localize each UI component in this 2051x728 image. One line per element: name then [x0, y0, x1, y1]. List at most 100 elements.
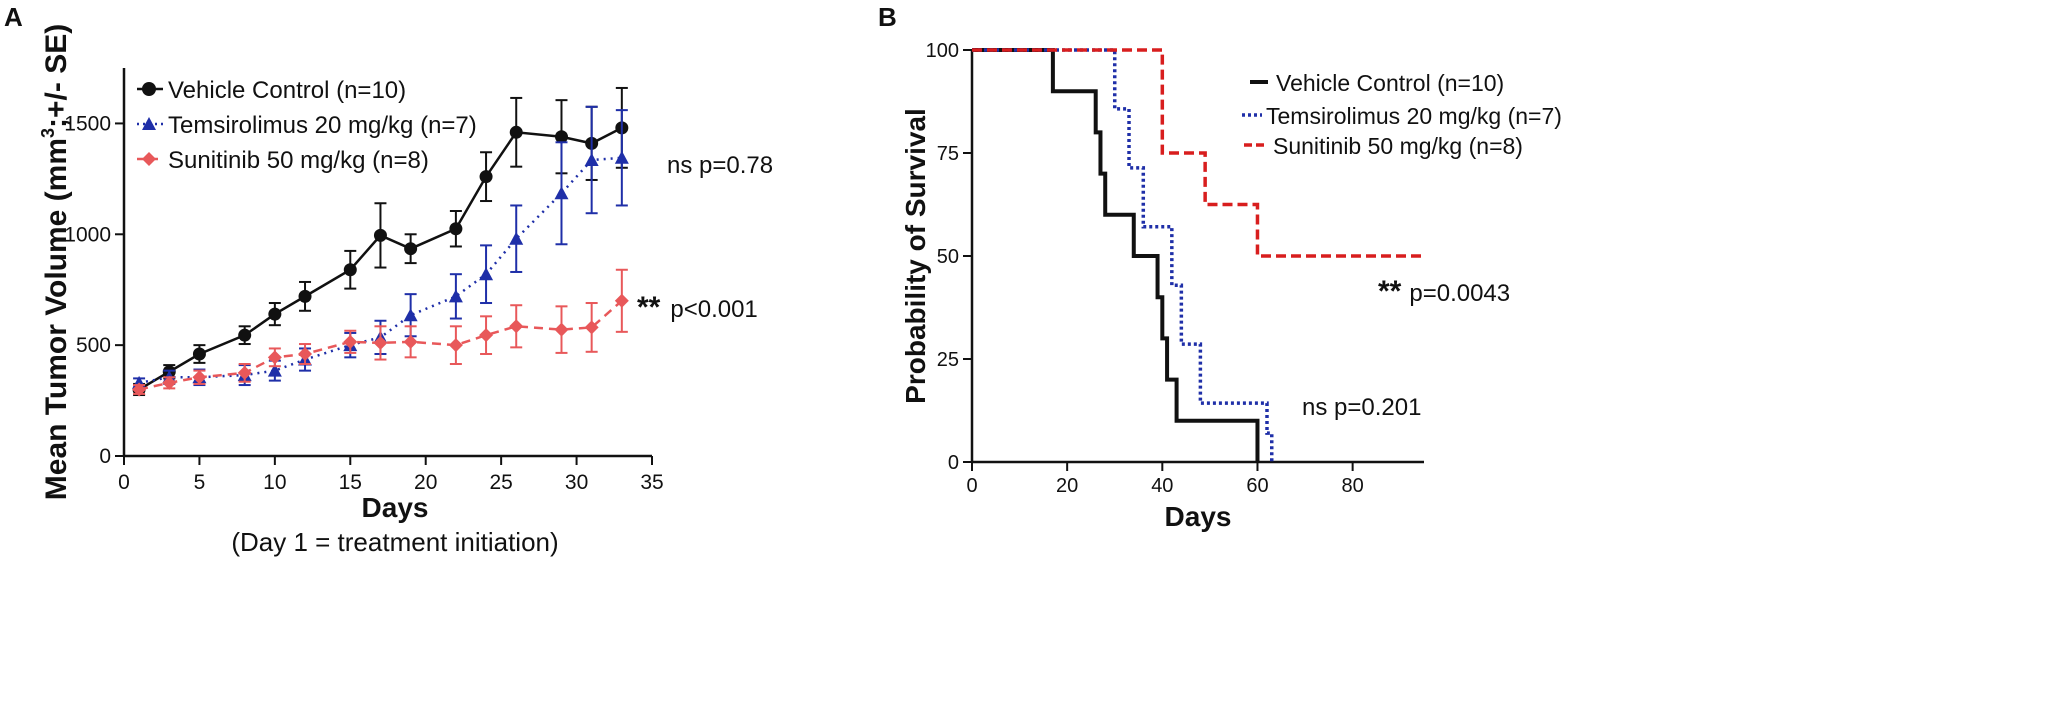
panel-b-annotation-stars: **: [1378, 275, 1402, 308]
legend-b-label-vehicle: Vehicle Control (n=10): [1276, 70, 1504, 96]
panel-a-x-tick-label: 0: [118, 471, 130, 494]
panel-b-x-label: Days: [1165, 501, 1232, 532]
survival-curve-temsirolimus[interactable]: [972, 48, 1274, 462]
panel-a-x-ticks: 0 5 10 15 20 25 30 35: [118, 456, 664, 494]
panel-b-x-tick-label: 20: [1056, 475, 1078, 497]
panel-b-y-tick-label: 75: [937, 143, 959, 165]
panel-a-x-label: Days: [362, 492, 429, 523]
point-vehicle[interactable]: [449, 222, 463, 236]
panel-b-annotation-sig-text: p=0.0043: [1409, 280, 1510, 307]
panel-b-y-tick-label: 25: [937, 349, 959, 371]
point-sunitinib[interactable]: [192, 370, 207, 385]
survival-curve-sunitinib[interactable]: [972, 48, 1424, 258]
legend-label-vehicle: Vehicle Control (n=10): [168, 77, 406, 104]
legend-b-label-temsirolimus: Temsirolimus 20 mg/kg (n=7): [1266, 103, 1562, 129]
panel-b-x-tick-label: 40: [1151, 475, 1173, 497]
panel-b-x-ticks: 0 20 40 60 80: [966, 462, 1364, 497]
point-sunitinib[interactable]: [403, 334, 418, 349]
panel-a-y-tick-label: 1500: [64, 112, 111, 135]
panel-a-x-note: (Day 1 = treatment initiation): [231, 527, 558, 557]
series-sunitinib: [132, 268, 629, 397]
panel-a-y-label: Mean Tumor Volume (mm3;+/- SE): [38, 24, 73, 500]
point-sunitinib[interactable]: [554, 322, 569, 337]
point-vehicle[interactable]: [268, 307, 282, 321]
legend-marker-sunitinib: [142, 152, 156, 166]
point-temsirolimus[interactable]: [448, 289, 463, 303]
legend-label-sunitinib: Sunitinib 50 mg/kg (n=8): [168, 147, 429, 174]
panel-a-series: [132, 86, 629, 397]
legend-b-item-sunitinib[interactable]: Sunitinib 50 mg/kg (n=8): [1244, 133, 1523, 159]
point-sunitinib[interactable]: [614, 293, 629, 308]
point-vehicle[interactable]: [404, 242, 418, 256]
panel-a-x-tick-label: 10: [263, 471, 286, 494]
legend-marker-vehicle: [142, 82, 156, 96]
point-temsirolimus[interactable]: [267, 363, 282, 377]
panel-a-x-tick-label: 20: [414, 471, 437, 494]
panel-a-x-tick-label: 15: [339, 471, 362, 494]
point-vehicle[interactable]: [343, 263, 357, 277]
point-temsirolimus[interactable]: [554, 186, 569, 200]
panel-b-x-tick-label: 0: [966, 475, 977, 497]
panel-a-label: A: [4, 2, 23, 32]
point-sunitinib[interactable]: [479, 328, 494, 343]
panel-a-y-tick-label: 500: [76, 334, 111, 357]
point-sunitinib[interactable]: [448, 338, 463, 353]
panel-b-annotation-sig: ** p=0.0043: [1378, 275, 1510, 308]
legend-label-temsirolimus: Temsirolimus 20 mg/kg (n=7): [168, 112, 477, 139]
point-vehicle[interactable]: [479, 170, 493, 184]
panel-a-x-tick-label: 35: [640, 471, 663, 494]
panel-a-x-tick-label: 25: [489, 471, 512, 494]
point-vehicle[interactable]: [298, 289, 312, 303]
panel-a-y-label-main: Mean Tumor Volume (mm: [40, 138, 73, 500]
panel-b-label: B: [878, 2, 897, 32]
point-temsirolimus[interactable]: [614, 150, 629, 164]
point-vehicle[interactable]: [373, 228, 387, 242]
point-temsirolimus[interactable]: [584, 153, 599, 167]
panel-a-y-tick-label: 0: [99, 445, 111, 468]
panel-b-y-tick-label: 100: [926, 40, 959, 62]
panel-b: B 0 20 40 60 80 0 25 50 75 100 Probability of Su…: [878, 2, 1562, 532]
panel-b-x-tick-label: 80: [1342, 475, 1364, 497]
legend-b-item-vehicle[interactable]: Vehicle Control (n=10): [1250, 70, 1504, 96]
point-sunitinib[interactable]: [237, 365, 252, 380]
point-sunitinib[interactable]: [584, 320, 599, 335]
panel-b-series: [972, 48, 1424, 462]
point-sunitinib[interactable]: [132, 382, 147, 397]
point-temsirolimus[interactable]: [509, 231, 524, 245]
legend-item-temsirolimus[interactable]: Temsirolimus 20 mg/kg (n=7): [137, 112, 477, 139]
point-sunitinib[interactable]: [373, 335, 388, 350]
panel-a-annotation-sig: ** p<0.001: [637, 291, 758, 324]
panel-b-annotation-ns: ns p=0.201: [1302, 394, 1421, 421]
panel-b-y-tick-label: 50: [937, 246, 959, 268]
panel-a: A 0 5 10 15 20 25 30 35 0 500 1000 1500 Mean Tumor…: [4, 2, 773, 557]
panel-a-y-tick-label: 1000: [64, 223, 111, 246]
panel-a-legend: Vehicle Control (n=10) Temsirolimus 20 m…: [137, 77, 477, 174]
point-sunitinib[interactable]: [162, 375, 177, 390]
panel-a-y-label-superscript: 3: [38, 128, 58, 138]
panel-b-y-label: Probability of Survival: [900, 108, 931, 404]
legend-b-label-sunitinib: Sunitinib 50 mg/kg (n=8): [1273, 133, 1523, 159]
point-vehicle[interactable]: [509, 125, 523, 139]
panel-b-y-tick-label: 0: [948, 452, 959, 474]
panel-a-y-ticks: 0 500 1000 1500: [64, 112, 124, 468]
point-vehicle[interactable]: [192, 347, 206, 361]
legend-b-item-temsirolimus[interactable]: Temsirolimus 20 mg/kg (n=7): [1242, 103, 1562, 129]
point-temsirolimus[interactable]: [403, 308, 418, 322]
point-vehicle[interactable]: [238, 328, 252, 342]
survival-curve-vehicle[interactable]: [972, 48, 1260, 462]
point-sunitinib[interactable]: [509, 319, 524, 334]
point-temsirolimus[interactable]: [479, 267, 494, 281]
point-sunitinib[interactable]: [267, 350, 282, 365]
legend-item-vehicle[interactable]: Vehicle Control (n=10): [137, 77, 406, 104]
point-vehicle[interactable]: [554, 130, 568, 144]
panel-b-legend: Vehicle Control (n=10) Temsirolimus 20 m…: [1242, 70, 1562, 159]
point-sunitinib[interactable]: [298, 347, 313, 362]
panel-b-x-tick-label: 60: [1246, 475, 1268, 497]
point-sunitinib[interactable]: [343, 334, 358, 349]
panel-a-annotation-stars: **: [637, 291, 661, 324]
panel-a-annotation-sig-text: p<0.001: [670, 296, 757, 323]
panel-a-annotation-ns: ns p=0.78: [667, 152, 773, 179]
legend-item-sunitinib[interactable]: Sunitinib 50 mg/kg (n=8): [137, 147, 429, 174]
panel-a-x-tick-label: 5: [194, 471, 206, 494]
